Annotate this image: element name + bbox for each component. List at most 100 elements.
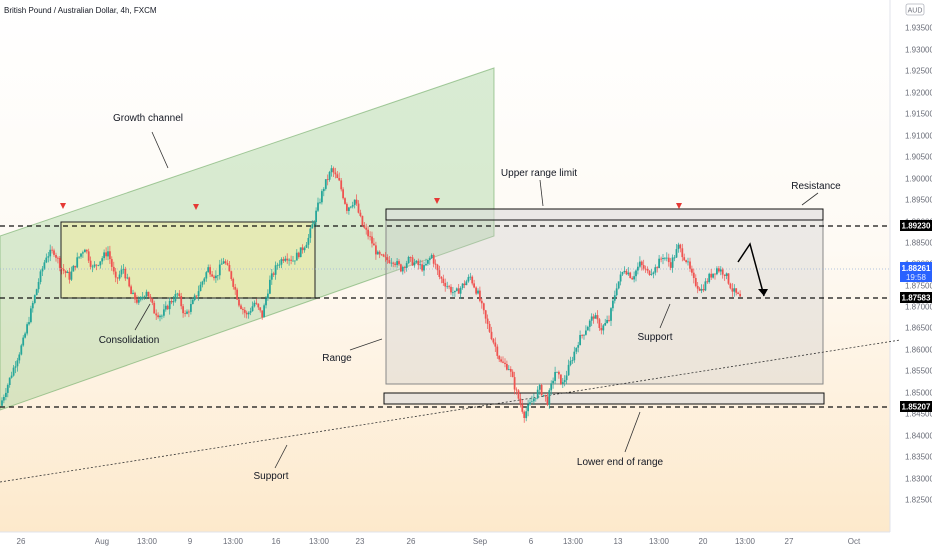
candle-body (141, 297, 144, 298)
candle-body (328, 172, 331, 180)
candle-body (299, 247, 302, 258)
candle-body (274, 265, 277, 275)
candle-body (295, 252, 298, 261)
candle-body (540, 385, 543, 396)
candle-body (188, 311, 190, 313)
price-tick-label: 1.83500 (905, 453, 932, 462)
candle-body (729, 283, 732, 289)
label-upper-range-limit: Upper range limit (501, 168, 577, 179)
candle-body (346, 203, 348, 211)
annotation-pointer (539, 179, 544, 207)
candle-body (218, 264, 221, 276)
candle-body (646, 269, 649, 271)
candle-body (457, 288, 460, 294)
candle-body (586, 326, 589, 331)
time-tick-label: 13 (614, 537, 623, 546)
upper-range-band (385, 208, 824, 221)
candle-body (357, 203, 360, 213)
candle-body (222, 261, 225, 264)
currency-badge-label: AUD (908, 8, 923, 15)
candle-body (24, 333, 26, 338)
candle-body (687, 261, 689, 263)
candle-body (623, 270, 626, 272)
candle-body (396, 261, 398, 265)
candle-body (610, 308, 612, 321)
candle-body (716, 268, 718, 275)
candle-body (612, 300, 614, 309)
time-axis-ticks: 26 Aug 13:00 9 13:00 16 13:00 23 26 Sep 6 13:00 13 13… (17, 537, 861, 546)
candle-body (203, 278, 206, 282)
currency-badge[interactable] (905, 3, 925, 16)
candle-body (224, 261, 227, 264)
candle-body (712, 273, 714, 278)
annotation-pointer (151, 131, 169, 169)
candle-body (544, 394, 547, 397)
candle-body (519, 398, 522, 405)
candle-body (413, 262, 416, 266)
candle-body (598, 319, 601, 328)
candle-body (342, 189, 344, 199)
candle-body (349, 206, 352, 208)
candle-body (26, 324, 28, 334)
current-price-badge (900, 262, 932, 282)
candle-body (714, 273, 716, 275)
candle-body (473, 283, 475, 288)
candle-body (242, 309, 244, 310)
candle-body (259, 307, 262, 311)
candle-body (428, 258, 431, 261)
candle-body (382, 254, 385, 257)
time-tick-label: 6 (529, 537, 534, 546)
candle-body (174, 294, 177, 302)
candle-body (53, 250, 55, 255)
candle-body (45, 257, 48, 263)
candle-body (149, 296, 152, 299)
candle-body (635, 270, 637, 277)
candle-body (615, 288, 618, 296)
candle-body (80, 253, 82, 257)
candle-body (658, 258, 660, 269)
candle-body (619, 274, 622, 282)
candle-body (120, 269, 123, 275)
candle-body (322, 188, 325, 192)
candle-body (49, 249, 52, 257)
current-price-countdown: 19:58 (906, 273, 927, 282)
candle-body (39, 271, 42, 282)
candle-body (675, 249, 678, 258)
candle-body (471, 276, 474, 284)
candle-body (700, 289, 703, 291)
price-tick-label: 1.90000 (905, 175, 932, 184)
resistance-price-text: 1.89230 (902, 222, 931, 231)
candle-body (640, 261, 643, 266)
candle-body (351, 205, 354, 207)
candle-body (147, 291, 150, 297)
candle-body (394, 263, 396, 265)
candle-body (409, 257, 412, 258)
time-tick-label: 23 (356, 537, 365, 546)
candle-body (492, 339, 495, 343)
candle-body (706, 281, 709, 283)
candle-body (118, 274, 121, 279)
candle-body (419, 264, 422, 266)
candle-body (602, 325, 605, 331)
candle-body (161, 315, 163, 317)
candle-body (240, 305, 242, 309)
candle-body (627, 272, 630, 275)
candle-body (261, 310, 264, 318)
candle-body (72, 265, 75, 272)
candle-body (677, 244, 680, 250)
time-tick-label: 27 (785, 537, 794, 546)
support-price-badge (900, 401, 932, 412)
candle-body (523, 411, 526, 418)
candle-body (180, 296, 183, 307)
candle-body (10, 375, 13, 378)
candle-body (78, 256, 80, 258)
candle-body (569, 360, 572, 365)
projection-arrowhead (758, 289, 768, 296)
range-box (385, 219, 824, 385)
candle-body (500, 359, 502, 362)
candle-body (652, 272, 655, 274)
candle-body (554, 372, 556, 381)
candle-body (490, 331, 493, 340)
candle-body (215, 275, 217, 279)
candle-body (542, 394, 545, 396)
